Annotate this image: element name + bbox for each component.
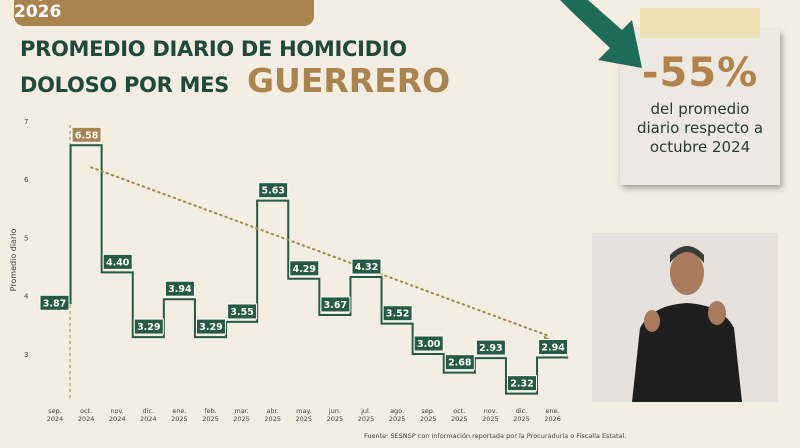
data-label: 3.94: [168, 284, 192, 295]
x-tick-label: jun. 2025: [327, 407, 344, 423]
data-label-box: [320, 296, 351, 313]
data-label-box: [507, 375, 537, 392]
x-tick-label: dic. 2024: [140, 407, 157, 423]
data-label-box: [133, 318, 164, 335]
x-tick-label: abr. 2025: [264, 407, 281, 423]
x-tick-label: feb. 2025: [202, 407, 219, 423]
data-label: 2.68: [448, 358, 472, 369]
y-tick-label: 5: [24, 234, 28, 242]
x-tick-label: nov. 2024: [109, 407, 126, 423]
x-tick-label: ene. 2025: [171, 407, 188, 423]
page-title: PROMEDIO DIARIO DE HOMICIDIO DOLOSO POR …: [20, 36, 450, 100]
period-banner: Septiembre 2024 vs enero 2026: [14, 0, 314, 26]
y-tick-label: 7: [24, 118, 28, 126]
data-label: 3.00: [417, 339, 441, 350]
data-label-box: [164, 280, 195, 297]
percent-change: -55%: [641, 50, 759, 96]
x-tick-label: oct. 2024: [78, 407, 95, 423]
data-label: 3.67: [324, 300, 347, 311]
data-label: 2.94: [541, 342, 565, 353]
data-label: 6.58: [75, 130, 99, 141]
interpreter-figure: [592, 233, 778, 402]
data-label: 3.55: [230, 307, 253, 318]
data-label-box: [413, 335, 444, 352]
x-tick-label: ago. 2025: [389, 407, 406, 423]
x-tick-label: mar. 2025: [233, 407, 250, 423]
data-label-box: [71, 126, 102, 143]
data-label: 3.29: [137, 322, 160, 333]
data-label: 2.93: [479, 343, 502, 354]
note-text-3: octubre 2024: [649, 138, 751, 156]
data-label-box: [475, 339, 506, 356]
down-arrow-icon: [560, 0, 642, 68]
step-line: [40, 144, 569, 395]
note-text-1: del promedio: [650, 100, 750, 118]
data-label: 4.40: [106, 257, 130, 268]
x-tick-label: dic. 2025: [513, 407, 530, 423]
y-tick-label: 3: [24, 351, 28, 359]
data-label-box: [382, 305, 413, 322]
data-label-box: [289, 260, 320, 277]
x-tick-label: sep. 2025: [420, 407, 437, 423]
x-tick-label: jul. 2025: [358, 407, 375, 423]
y-tick-label: 6: [24, 176, 29, 184]
source-note: Fuente: SESNSP con información reportada…: [364, 432, 627, 440]
x-tick-label: oct. 2025: [451, 407, 468, 423]
data-label: 3.52: [386, 309, 409, 320]
data-label-box: [102, 253, 133, 270]
percent-note: -55% del promedio diario respecto a octu…: [620, 30, 780, 185]
x-tick-label: may. 2025: [296, 407, 313, 423]
data-label-box: [538, 338, 569, 355]
data-label: 5.63: [261, 186, 284, 197]
trend-line: [90, 166, 549, 337]
sign-language-interpreter-video: [592, 233, 778, 402]
x-tick-label: ene. 2026: [544, 407, 561, 423]
data-label-box: [196, 318, 226, 335]
title-line-1: PROMEDIO DIARIO DE HOMICIDIO: [20, 37, 407, 61]
note-text-2: diario respecto a: [636, 119, 764, 137]
data-label: 4.29: [293, 264, 316, 275]
data-label-box: [351, 258, 382, 275]
data-label: 4.32: [355, 262, 378, 273]
title-line-2: DOLOSO POR MES: [20, 73, 229, 97]
data-label: 2.32: [510, 379, 533, 390]
data-label-box: [39, 294, 70, 311]
data-label-box: [444, 354, 475, 371]
data-label-box: [258, 182, 289, 199]
y-tick-label: 4: [24, 293, 29, 301]
state-name: GUERRERO: [246, 61, 451, 100]
tape-decoration: [640, 8, 760, 38]
data-label: 3.29: [199, 322, 222, 333]
x-tick-label: nov. 2025: [482, 407, 499, 423]
x-tick-label: sep. 2024: [47, 407, 64, 423]
data-label-box: [227, 303, 258, 320]
data-label: 3.87: [43, 298, 66, 309]
